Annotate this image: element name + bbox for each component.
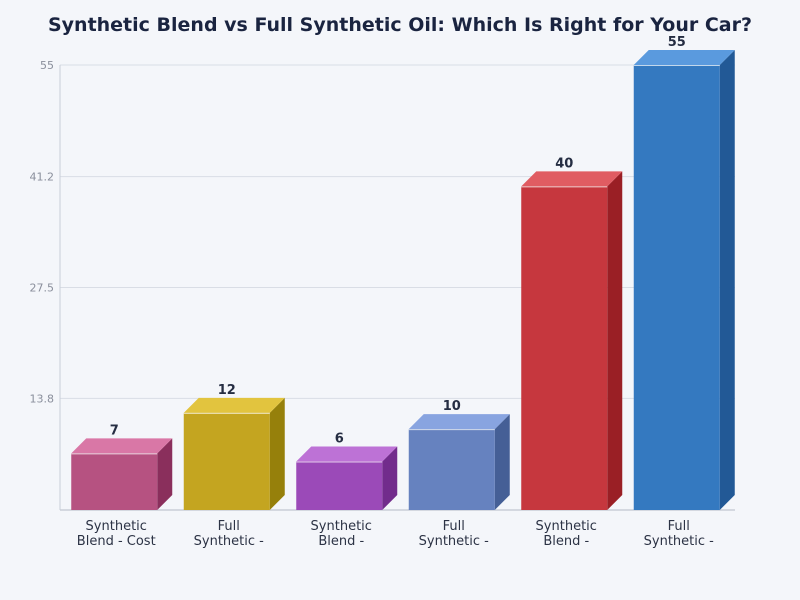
bar-top xyxy=(408,414,510,430)
value-label: 7 xyxy=(110,423,119,438)
bar-side xyxy=(382,446,398,510)
value-label: 55 xyxy=(668,35,686,50)
chart-title: Synthetic Blend vs Full Synthetic Oil: W… xyxy=(47,14,753,36)
x-category-label: Synthetic xyxy=(86,519,147,534)
bars: 7 12 6 10 40 55 xyxy=(71,35,735,510)
x-category-label: Blend - xyxy=(543,534,589,549)
x-category-label: Full xyxy=(218,519,240,534)
y-tick-label: 55 xyxy=(40,59,54,72)
x-category-label: Synthetic - xyxy=(194,534,265,549)
bar[interactable]: 12 xyxy=(183,383,285,510)
y-tick-label: 41.2 xyxy=(30,171,55,184)
bar-front xyxy=(296,461,383,510)
bar[interactable]: 40 xyxy=(521,156,623,510)
bar-front xyxy=(408,429,495,510)
bar-top xyxy=(521,171,623,187)
value-label: 12 xyxy=(218,383,236,398)
axes: 13.8 27.5 41.2 55 xyxy=(30,59,735,511)
gridlines xyxy=(60,64,735,399)
bar-top xyxy=(633,50,735,65)
x-category-label: Blend - Cost xyxy=(77,534,156,549)
x-category-label: Synthetic xyxy=(536,519,597,534)
bar-top xyxy=(71,438,173,454)
x-category-label: Synthetic - xyxy=(644,534,715,549)
value-label: 6 xyxy=(335,431,344,446)
bar-front xyxy=(521,186,608,510)
bar[interactable]: 7 xyxy=(71,423,173,510)
bar-side xyxy=(494,414,510,510)
value-label: 10 xyxy=(443,399,461,414)
bar-top xyxy=(296,446,398,462)
bar-side xyxy=(269,397,285,510)
bar-top xyxy=(183,397,285,413)
bar[interactable]: 55 xyxy=(633,35,735,510)
x-category-label: Synthetic - xyxy=(419,534,490,549)
x-category-label: Synthetic xyxy=(311,519,372,534)
bar-front xyxy=(633,65,720,510)
value-label: 40 xyxy=(555,156,573,171)
x-category-label: Full xyxy=(668,519,690,534)
bar-front xyxy=(183,412,270,510)
y-tick-label: 13.8 xyxy=(30,392,55,405)
bar[interactable]: 6 xyxy=(296,431,398,510)
x-category-label: Blend - xyxy=(318,534,364,549)
bar-side xyxy=(607,171,623,510)
bar[interactable]: 10 xyxy=(408,399,510,510)
y-tick-label: 27.5 xyxy=(30,282,55,295)
bar-front xyxy=(71,453,158,510)
bar-side xyxy=(157,438,173,510)
x-category-label: Full xyxy=(443,519,465,534)
bar-side xyxy=(719,50,735,510)
